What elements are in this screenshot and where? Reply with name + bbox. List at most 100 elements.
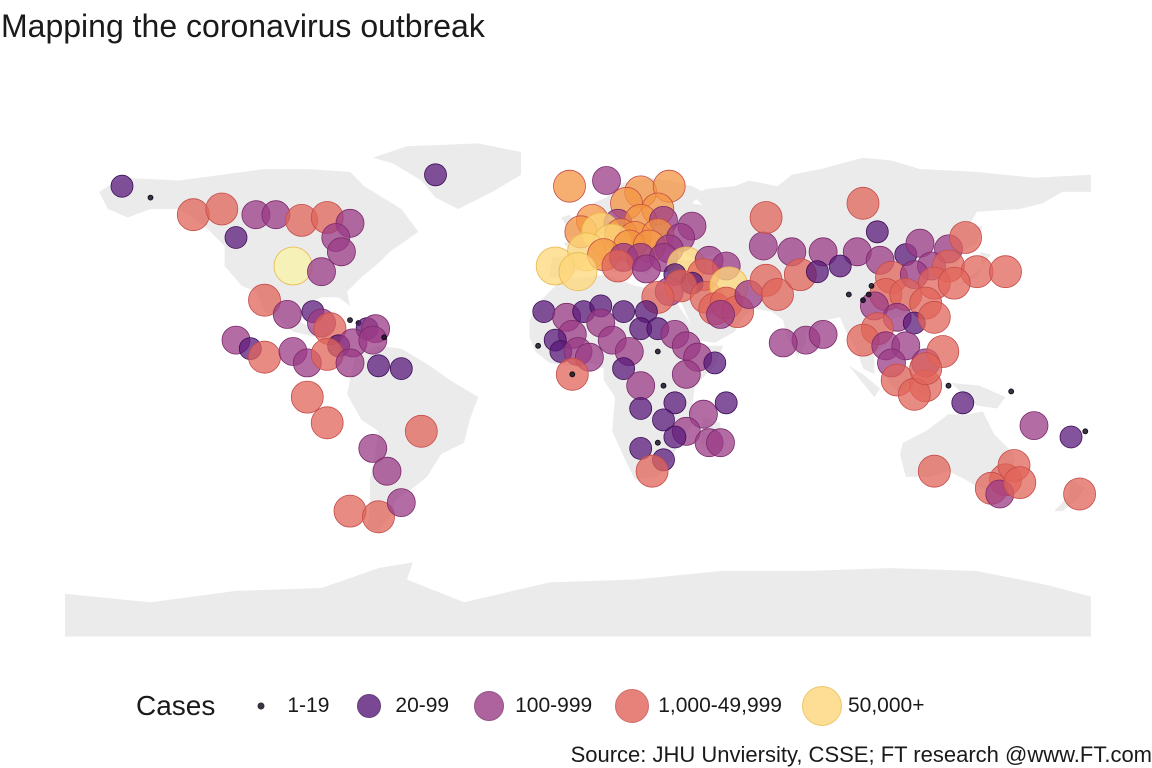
case-bubble xyxy=(310,406,344,440)
case-bubble xyxy=(706,299,735,329)
case-bubble xyxy=(868,282,875,289)
legend-label: 100-999 xyxy=(515,694,593,717)
legend-label: 50,000+ xyxy=(847,694,925,717)
case-bubble xyxy=(601,249,635,283)
case-bubble xyxy=(261,200,291,230)
legend-item-100-999: 100-999 xyxy=(469,686,592,726)
case-bubble xyxy=(389,357,413,381)
case-bubble xyxy=(335,348,365,378)
case-bubble xyxy=(205,192,239,226)
case-bubble xyxy=(652,408,675,432)
case-bubble xyxy=(333,494,367,528)
legend-key-50000-plus xyxy=(801,686,842,726)
land-shape xyxy=(948,251,992,292)
case-bubble xyxy=(660,382,667,389)
case-bubble xyxy=(358,433,388,463)
case-bubble xyxy=(535,342,541,349)
case-bubble xyxy=(865,220,889,244)
case-bubble xyxy=(748,231,778,261)
case-bubble xyxy=(632,254,661,284)
land-shape xyxy=(951,382,1006,409)
case-bubble xyxy=(663,391,687,415)
legend-label: 20-99 xyxy=(395,694,450,717)
case-bubble xyxy=(635,454,669,488)
case-bubble xyxy=(1003,466,1037,500)
case-bubble xyxy=(703,351,727,375)
case-bubble xyxy=(592,166,621,195)
legend-label: 1,000-49,999 xyxy=(658,694,782,717)
case-bubble xyxy=(290,380,324,414)
case-bubble xyxy=(386,488,416,518)
land-shape xyxy=(65,562,1091,637)
legend-key-1-19 xyxy=(241,686,281,726)
case-bubble xyxy=(367,354,390,378)
case-bubble xyxy=(629,397,653,420)
map-title: Mapping the coronavirus outbreak xyxy=(1,8,485,44)
legend: Cases 1-19 20-99 100-999 1,000-49,999 50… xyxy=(136,684,936,728)
case-bubble xyxy=(989,255,1022,289)
case-bubble xyxy=(248,283,281,317)
case-bubble xyxy=(626,371,656,401)
case-bubble xyxy=(706,428,735,458)
case-bubble xyxy=(828,254,852,278)
legend-item-20-99: 20-99 xyxy=(349,686,449,726)
case-bubble xyxy=(860,297,866,304)
case-bubble xyxy=(714,391,738,415)
case-bubble xyxy=(372,456,402,486)
case-bubble xyxy=(307,257,336,287)
case-bubble xyxy=(224,226,248,249)
legend-item-1-19: 1-19 xyxy=(241,686,329,726)
case-bubble xyxy=(846,186,880,220)
case-bubble xyxy=(663,425,687,449)
case-bubble xyxy=(424,163,447,187)
land-shape xyxy=(848,365,881,398)
land-shape xyxy=(372,143,521,209)
case-bubble xyxy=(1063,477,1096,511)
legend-key-20-99 xyxy=(349,686,389,726)
case-bubble xyxy=(272,299,302,329)
case-bubble xyxy=(905,228,935,258)
case-bubble xyxy=(569,371,576,378)
case-bubble xyxy=(347,317,353,324)
case-bubbles-layer xyxy=(110,163,1096,534)
case-bubble xyxy=(1082,428,1089,435)
case-bubble xyxy=(749,201,783,234)
case-bubble xyxy=(358,325,388,355)
case-bubble xyxy=(326,237,356,267)
case-bubble xyxy=(273,246,313,286)
case-bubble xyxy=(381,334,388,341)
case-bubble xyxy=(147,194,154,201)
legend-title: Cases xyxy=(136,690,216,721)
legend-label: 1-19 xyxy=(287,694,330,717)
case-bubble xyxy=(362,500,395,534)
case-bubble xyxy=(951,391,975,415)
case-bubble xyxy=(248,340,281,374)
case-bubble xyxy=(806,260,829,284)
case-bubble xyxy=(404,414,438,448)
source-note: Source: JHU Unviersity, CSSE; FT researc… xyxy=(570,742,1152,767)
case-bubble xyxy=(176,198,210,232)
case-bubble xyxy=(654,348,661,355)
case-bubble xyxy=(917,300,951,334)
case-bubble xyxy=(808,319,838,349)
legend-key-100-999 xyxy=(469,686,509,726)
case-bubble xyxy=(768,328,798,358)
case-bubble xyxy=(761,278,794,311)
case-bubble xyxy=(532,300,556,324)
case-bubble xyxy=(612,300,635,324)
case-bubble xyxy=(110,174,134,198)
case-bubble xyxy=(909,352,943,386)
case-bubble xyxy=(937,266,971,300)
case-bubble xyxy=(654,439,661,446)
legend-item-50000-plus: 50,000+ xyxy=(801,686,925,726)
case-bubble xyxy=(671,359,701,389)
case-bubble xyxy=(1059,425,1083,449)
legend-key-1000-49999 xyxy=(612,686,652,726)
case-bubble xyxy=(845,291,852,298)
case-bubble xyxy=(917,454,951,488)
case-bubble xyxy=(558,252,598,292)
case-bubble xyxy=(945,382,952,389)
legend-item-1000-49999: 1,000-49,999 xyxy=(612,686,782,726)
case-bubble xyxy=(612,357,635,381)
